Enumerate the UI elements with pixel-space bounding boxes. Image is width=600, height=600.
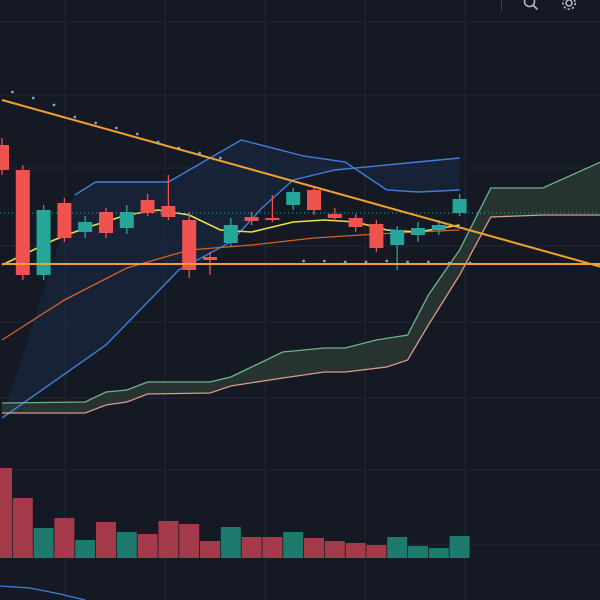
- volume-bar: [137, 534, 158, 558]
- volume-bar: [33, 528, 54, 558]
- sar-dot: [31, 96, 35, 100]
- bearish-candle: [182, 220, 197, 270]
- sar-dot: [406, 260, 409, 264]
- bollinger-upper-line: [74, 139, 460, 196]
- volume-bar: [428, 548, 449, 558]
- bullish-candle: [286, 192, 301, 205]
- bullish-candle: [78, 222, 93, 232]
- sar-dot: [219, 156, 222, 160]
- sar-dot: [364, 260, 368, 264]
- descending-trendline: [1, 99, 600, 268]
- volume-bar: [366, 545, 387, 558]
- bullish-candle: [390, 230, 405, 245]
- sar-dot: [73, 115, 77, 119]
- bearish-candle: [15, 170, 30, 275]
- volume-bar: [449, 536, 470, 558]
- sar-dot: [11, 90, 14, 94]
- toolbar-divider: [501, 1, 502, 11]
- search-icon[interactable]: [522, 0, 540, 12]
- sar-dot: [427, 260, 430, 264]
- volume-bar: [116, 532, 137, 558]
- bearish-candle: [369, 224, 384, 248]
- volume-bar: [54, 518, 75, 558]
- bearish-candle: [265, 218, 280, 220]
- settings-icon[interactable]: [560, 0, 578, 12]
- bearish-candle: [348, 218, 363, 227]
- volume-bar: [241, 537, 262, 558]
- volume-bar: [324, 541, 345, 558]
- volume-bar: [12, 498, 33, 558]
- bearish-candle: [99, 212, 113, 233]
- volume-bar: [158, 521, 179, 558]
- bearish-candle: [161, 206, 176, 217]
- volume-bar: [262, 537, 283, 558]
- lower-indicator-line: [0, 585, 86, 600]
- bearish-candle: [244, 217, 259, 221]
- volume-bar: [200, 541, 220, 558]
- sar-dot: [115, 126, 118, 130]
- volume-bar: [387, 537, 408, 558]
- bearish-candle: [57, 203, 72, 238]
- bullish-candle: [431, 225, 446, 230]
- bearish-candle: [0, 145, 9, 170]
- bearish-candle: [307, 190, 321, 210]
- chart-toolbar: [490, 0, 600, 12]
- volume-bar: [179, 524, 200, 558]
- bollinger-lower-line: [1, 157, 460, 419]
- volume-bar: [408, 546, 428, 558]
- sar-dot: [385, 259, 389, 263]
- sar-dot: [323, 259, 326, 263]
- volume-bar: [0, 468, 12, 558]
- volume-bar: [220, 527, 241, 558]
- volume-bar: [96, 522, 116, 558]
- slow-moving-average-line: [1, 229, 460, 341]
- volume-bar: [283, 532, 304, 558]
- sar-dot: [343, 260, 347, 264]
- sar-dot: [198, 151, 202, 155]
- cloud-fill: [2, 162, 600, 413]
- sar-dot: [302, 259, 305, 263]
- volume-bar: [304, 538, 324, 558]
- sar-dot: [135, 132, 139, 136]
- bearish-candle: [140, 200, 155, 213]
- volume-bar: [345, 543, 366, 558]
- sar-dot: [94, 121, 97, 125]
- bearish-candle: [203, 257, 217, 260]
- bullish-candle: [223, 225, 238, 243]
- bullish-candle: [119, 212, 134, 228]
- cloud-line-b: [2, 214, 600, 414]
- volume-bar: [75, 540, 96, 558]
- bullish-candle: [411, 228, 425, 235]
- bullish-candle: [452, 199, 467, 213]
- sar-dot: [52, 103, 56, 107]
- bearish-candle: [327, 214, 342, 218]
- bollinger-band-fill: [2, 140, 460, 418]
- bullish-candle: [36, 210, 51, 275]
